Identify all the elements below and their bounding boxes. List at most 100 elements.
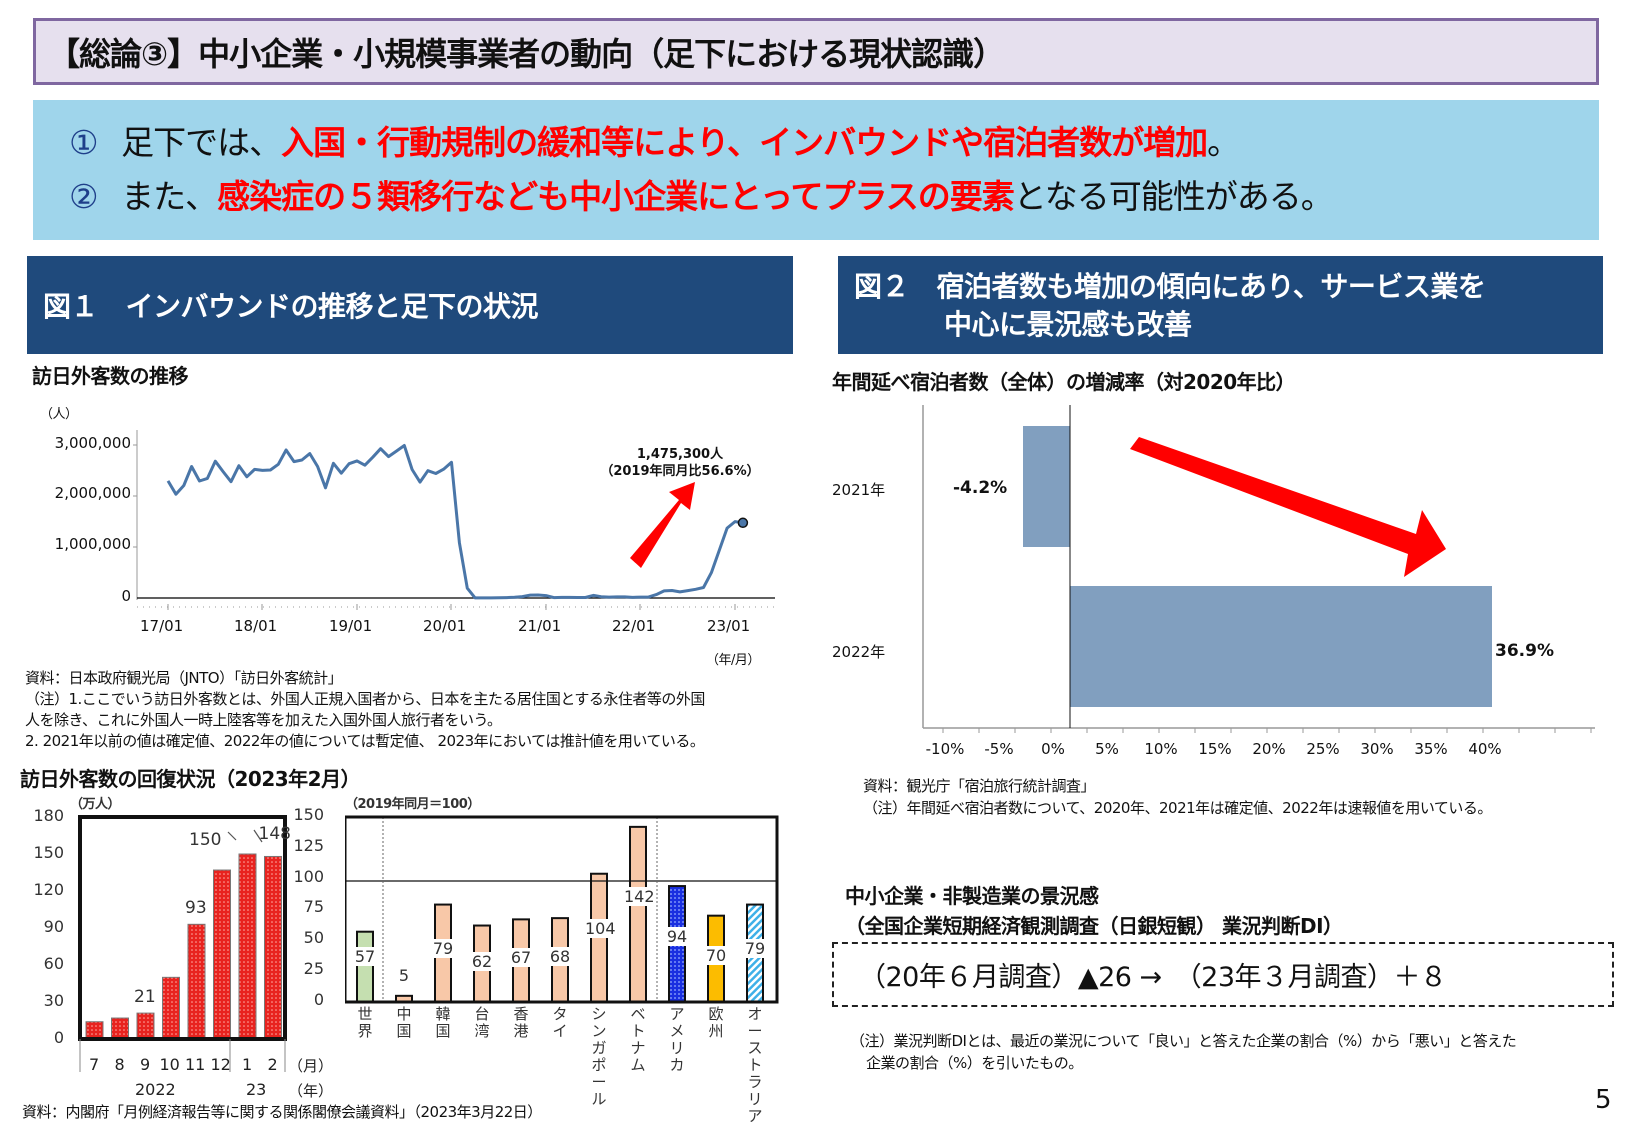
right-y-tick: 50 — [303, 928, 324, 948]
fig2-header: 図２ 宿泊者数も増加の傾向にあり、サービス業を 中心に景況感も改善 — [838, 256, 1603, 354]
year-label-2023: 23 — [246, 1080, 267, 1099]
recovery-month-bar — [238, 853, 257, 1040]
hbar-x-tick: 20% — [1252, 740, 1286, 758]
summary-line-1-pre: 足下では、 — [121, 123, 282, 162]
hbar-x-tick: 40% — [1468, 740, 1502, 758]
x-tick: 22/01 — [612, 617, 656, 635]
recovery-left-unit: （万人） — [70, 797, 121, 812]
inbound-line — [166, 444, 744, 600]
left-y-tick: 180 — [33, 806, 64, 825]
country-value-label: 94 — [663, 926, 691, 946]
hbar-x-tick: 15% — [1198, 740, 1232, 758]
left-y-tick: 90 — [43, 917, 64, 936]
country-value-label: 104 — [585, 918, 616, 938]
country-value-label: 67 — [507, 948, 535, 968]
right-y-tick: 150 — [293, 805, 324, 824]
country-value-label: 57 — [351, 947, 379, 966]
di-value: （20年６月調査）▲26 → （23年３月調査）＋８ — [859, 962, 1447, 993]
country-label: 韓国 — [435, 1005, 451, 1040]
country-bar — [356, 930, 374, 1003]
right-y-tick: 25 — [303, 959, 324, 978]
x-tick: 17/01 — [140, 617, 184, 635]
hbar-x-tick: 30% — [1360, 740, 1394, 758]
recovery-source: 資料：内閣府「月例経済報告等に関する関係閣僚会議資料」（2023年3月22日） — [22, 1103, 542, 1121]
category-2022: 2022年 — [832, 643, 886, 661]
value-label-2021: -4.2% — [953, 478, 1008, 498]
recovery-month-label: 150 — [189, 830, 222, 850]
line-chart-unit: （人） — [40, 407, 78, 422]
month-label: 11 — [185, 1055, 206, 1074]
up-arrow-icon — [630, 482, 695, 568]
summary-box: ① 足下では、入国・行動規制の緩和等により、インバウンドや宿泊者数が増加。 ② … — [33, 100, 1599, 240]
month-label: 9 — [140, 1055, 151, 1074]
country-value-label: 68 — [546, 947, 574, 967]
x-tick: 20/01 — [423, 617, 467, 635]
left-y-tick: 150 — [33, 843, 64, 862]
hbar-x-tick: 35% — [1414, 740, 1448, 758]
page-title: 【総論③】中小企業・小規模事業者の動向（足下における現状認識） — [48, 34, 1005, 73]
country-value-label: 62 — [468, 952, 496, 972]
recovery-right-unit: （2019年同月＝100） — [345, 797, 480, 812]
bar-2022 — [1070, 586, 1492, 707]
month-unit: （月） — [288, 1057, 334, 1075]
hbar-x-tick: 5% — [1095, 740, 1119, 758]
di-title-1: 中小企業・非製造業の景況感 — [845, 884, 1099, 908]
year-unit: （年） — [288, 1082, 334, 1100]
recovery-month-bar — [136, 1012, 155, 1040]
y-tick: 0 — [121, 587, 131, 605]
left-y-tick: 30 — [43, 991, 64, 1010]
recovery-month-bar — [264, 855, 282, 1040]
line-chart-annotation: 1,475,300人 （2019年同月比56.6%） — [580, 446, 780, 480]
month-label: 7 — [89, 1055, 100, 1074]
line-chart-title: 訪日外客数の推移 — [32, 364, 189, 388]
right-y-tick: 100 — [293, 866, 324, 886]
fig1-note2: 2. 2021年以前の値は確定値、2022年の値については暫定値、 2023年に… — [25, 732, 705, 750]
x-tick: 21/01 — [518, 617, 562, 635]
left-y-tick: 120 — [33, 880, 64, 899]
country-label: 香港 — [513, 1005, 529, 1040]
hbar-x-tick: -5% — [984, 740, 1014, 758]
value-label-2022: 36.9% — [1495, 641, 1554, 661]
summary-line-1-highlight: 入国・行動規制の緩和等により、インバウンドや宿泊者数が増加 — [281, 123, 1208, 162]
line-chart — [133, 430, 775, 610]
fig2-header-line2: 中心に景況感も改善 — [944, 308, 1192, 341]
country-value-label: 79 — [429, 938, 457, 958]
stays-bar-chart — [922, 405, 1595, 733]
di-value-box: （20年６月調査）▲26 → （23年３月調査）＋８ — [832, 942, 1614, 1007]
country-label: 欧州 — [708, 1005, 724, 1040]
summary-line-2-post: となる可能性がある。 — [1013, 177, 1334, 216]
month-label: 1 — [242, 1055, 253, 1074]
fig1-note1b: 人を除き、これに外国人一時上陸客等を加えた入国外国人旅行者をいう。 — [25, 711, 502, 729]
country-value-label: 5 — [390, 965, 418, 985]
y-tick: 1,000,000 — [54, 535, 131, 553]
x-tick: 18/01 — [234, 617, 278, 635]
di-note-1: （注）業況判断DIとは、最近の業況について「良い」と答えた企業の割合（%）から「… — [850, 1032, 1517, 1050]
summary-line-1: ① 足下では、入国・行動規制の緩和等により、インバウンドや宿泊者数が増加。 — [69, 116, 1240, 164]
country-label: 台湾 — [474, 1005, 490, 1040]
right-y-tick: 125 — [293, 835, 324, 855]
fig2-source: 資料：観光庁「宿泊旅行統計調査」 — [863, 777, 1096, 795]
recovery-month-label: 148 — [258, 824, 291, 844]
y-tick: 3,000,000 — [54, 434, 131, 452]
right-y-tick: 0 — [313, 989, 324, 1009]
latest-point-marker — [737, 517, 749, 529]
country-label: アメリカ — [669, 1005, 685, 1074]
x-tick: 23/01 — [707, 617, 751, 635]
circled-number-2: ② — [69, 177, 99, 216]
country-label: 中国 — [396, 1005, 412, 1040]
left-y-tick: 0 — [53, 1028, 64, 1047]
country-bar — [590, 872, 608, 1003]
fig1-header-text: 図１ インバウンドの推移と足下の状況 — [43, 290, 539, 323]
recovery-monthly-chart — [78, 815, 287, 1072]
y-tick: 2,000,000 — [54, 484, 131, 502]
fig1-source: 資料：日本政府観光局（JNTO）「訪日外客統計」 — [25, 669, 343, 687]
country-bar — [629, 825, 647, 1003]
summary-line-2: ② また、感染症の５類移行なども中小企業にとってプラスの要素となる可能性がある。 — [69, 170, 1334, 218]
right-y-tick: 75 — [303, 897, 324, 917]
month-label: 2 — [267, 1055, 278, 1074]
hbar-x-tick: 0% — [1041, 740, 1065, 758]
recovery-title: 訪日外客数の回復状況（2023年2月） — [20, 767, 361, 791]
fig1-note1: （注）1.ここでいう訪日外客数とは、外国人正規入国者から、日本を主たる居住国とす… — [25, 690, 705, 708]
month-label: 10 — [159, 1055, 180, 1074]
fig2-header-line1: 図２ 宿泊者数も増加の傾向にあり、サービス業を — [854, 270, 1486, 303]
